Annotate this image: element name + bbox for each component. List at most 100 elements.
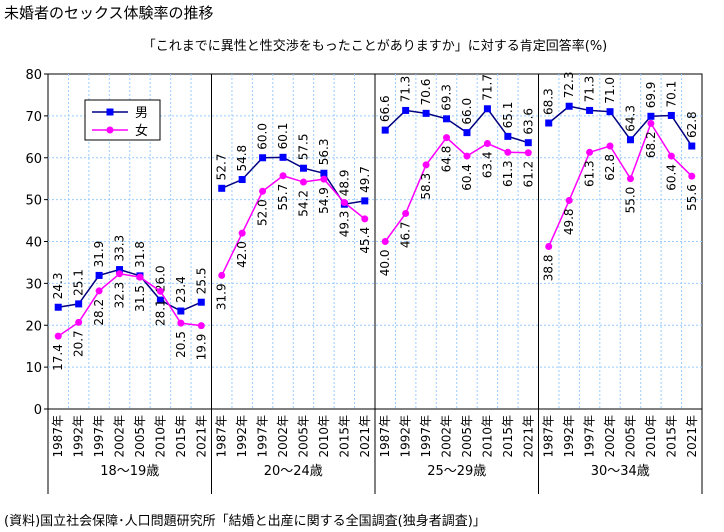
- x-tick-label: 2005年: [460, 415, 474, 458]
- data-point-female: [218, 271, 226, 279]
- data-label-male: 52.7: [215, 154, 229, 181]
- data-point-female: [381, 238, 389, 245]
- data-point-female: [320, 175, 328, 183]
- data-point-male: [156, 296, 164, 304]
- data-label-female: 45.4: [358, 227, 372, 254]
- data-point-male: [586, 106, 594, 114]
- x-tick-label: 2015年: [337, 415, 351, 458]
- data-point-male: [238, 176, 246, 184]
- x-tick-label: 1987年: [215, 415, 229, 458]
- data-label-male: 25.5: [194, 268, 208, 295]
- data-label-male: 71.3: [583, 76, 597, 103]
- data-point-female: [340, 199, 348, 207]
- data-label-male: 62.8: [685, 111, 699, 138]
- group-label: 30～34歳: [591, 464, 650, 479]
- data-point-male: [116, 266, 124, 274]
- y-tick-label: 40: [25, 236, 42, 251]
- data-label-male: 56.3: [317, 139, 331, 166]
- data-point-male: [75, 300, 83, 308]
- series-line-female: [548, 121, 693, 247]
- data-point-female: [116, 270, 124, 278]
- data-label-male: 71.3: [399, 76, 413, 103]
- y-tick-label: 50: [25, 194, 42, 209]
- data-label-female: 63.4: [480, 152, 494, 179]
- data-point-male: [54, 303, 62, 311]
- data-point-female: [483, 140, 491, 148]
- data-point-male: [197, 298, 205, 306]
- data-point-female: [647, 119, 655, 127]
- data-label-male: 69.3: [440, 84, 454, 111]
- data-point-male: [402, 106, 410, 114]
- data-point-female: [279, 172, 287, 180]
- x-tick-label: 2021年: [358, 415, 372, 458]
- data-point-male: [483, 105, 491, 113]
- data-point-female: [463, 152, 471, 160]
- x-tick-label: 2015年: [501, 415, 515, 458]
- data-label-female: 20.5: [174, 331, 188, 358]
- group-label: 18～19歳: [100, 464, 159, 479]
- data-point-female: [259, 187, 267, 195]
- x-tick-label: 1987年: [51, 415, 65, 458]
- data-label-male: 71.7: [480, 74, 494, 101]
- data-label-female: 17.4: [51, 344, 65, 371]
- data-point-female: [75, 318, 83, 326]
- data-point-female: [54, 332, 62, 340]
- data-point-male: [259, 154, 267, 162]
- data-point-female: [136, 273, 144, 281]
- y-tick-label: 0: [34, 403, 42, 418]
- data-label-female: 28.1: [153, 299, 167, 326]
- data-label-male: 48.9: [337, 170, 351, 197]
- data-point-female: [402, 209, 410, 217]
- data-label-female: 55.6: [685, 184, 699, 211]
- data-label-female: 61.3: [583, 160, 597, 187]
- data-point-male: [422, 109, 430, 117]
- x-tick-label: 2010年: [480, 415, 494, 458]
- legend-marker-female: [106, 126, 114, 134]
- y-tick-label: 20: [25, 319, 42, 334]
- y-tick-label: 80: [25, 68, 42, 83]
- x-tick-label: 2021年: [521, 415, 535, 458]
- legend-label-female: 女: [135, 123, 148, 139]
- data-label-male: 71.0: [603, 77, 617, 104]
- data-label-male: 60.1: [276, 123, 290, 150]
- data-label-male: 66.6: [378, 95, 392, 122]
- x-tick-label: 1997年: [92, 415, 106, 458]
- data-point-male: [565, 102, 573, 110]
- x-tick-label: 2021年: [685, 415, 699, 458]
- data-label-female: 52.0: [256, 199, 270, 226]
- data-label-female: 54.2: [296, 190, 310, 217]
- x-tick-label: 1992年: [562, 415, 576, 458]
- data-label-female: 60.4: [664, 164, 678, 191]
- chart-source: (資料)国立社会保障･人口問題研究所「結婚と出産に関する全国調査(独身者調査)」: [4, 513, 486, 529]
- data-point-male: [320, 169, 328, 177]
- x-tick-label: 2010年: [153, 415, 167, 458]
- data-label-male: 26.0: [153, 265, 167, 292]
- data-point-female: [238, 229, 246, 237]
- x-tick-label: 1987年: [542, 415, 556, 458]
- series-line-female: [384, 136, 529, 242]
- data-label-male: 68.3: [542, 88, 556, 115]
- data-point-female: [626, 175, 634, 183]
- data-point-male: [463, 129, 471, 137]
- data-label-male: 25.1: [72, 269, 86, 296]
- data-label-female: 20.7: [72, 330, 86, 357]
- data-label-male: 72.3: [562, 72, 576, 99]
- y-tick-label: 30: [25, 277, 42, 292]
- data-label-male: 66.0: [460, 98, 474, 125]
- data-point-male: [218, 184, 226, 192]
- x-tick-label: 2005年: [296, 415, 310, 458]
- chart-title: 未婚者のセックス体験率の推移: [4, 4, 214, 22]
- data-label-male: 23.4: [174, 276, 188, 303]
- group-label: 25～29歳: [427, 464, 486, 479]
- data-label-female: 61.2: [521, 161, 535, 188]
- data-label-male: 70.1: [664, 81, 678, 108]
- data-label-female: 32.3: [113, 282, 127, 309]
- chart-subtitle: 「これまでに異性と性交渉をもったことがありますか」に対する肯定回答率(%): [143, 38, 608, 54]
- data-point-male: [647, 112, 655, 120]
- data-label-male: 49.7: [358, 166, 372, 193]
- data-label-male: 24.3: [51, 273, 65, 300]
- data-point-female: [504, 148, 512, 156]
- data-point-male: [279, 153, 287, 161]
- data-label-female: 40.0: [378, 250, 392, 277]
- data-point-male: [606, 108, 614, 116]
